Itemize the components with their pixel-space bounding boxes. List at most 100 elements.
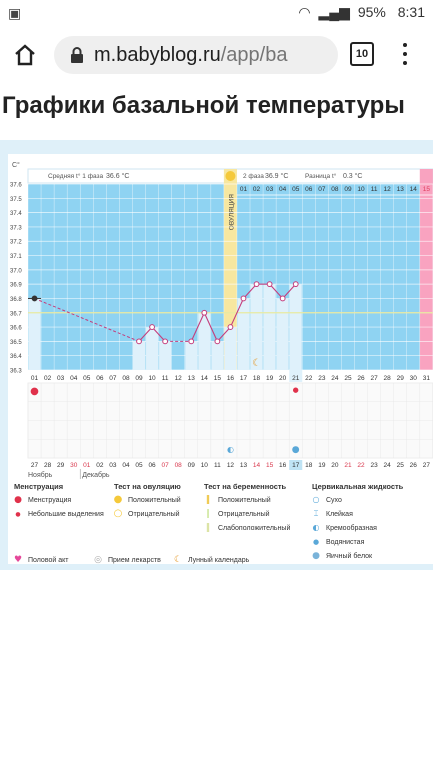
cycle-day-label: 19 <box>266 375 274 382</box>
home-button[interactable] <box>10 40 40 70</box>
cycle-day-label: 01 <box>31 375 39 382</box>
temperature-point <box>214 338 221 345</box>
moon-icon: ☾ <box>252 358 261 369</box>
temperature-point <box>240 295 247 302</box>
url-path: /app/ba <box>220 44 288 66</box>
top-day-label: 09 <box>344 186 352 193</box>
y-tick-label: 36.4 <box>10 354 22 360</box>
menses-drop-icon: ● <box>30 386 39 397</box>
temperature-line <box>269 283 284 299</box>
cycle-day-label: 03 <box>57 375 65 382</box>
temperature-point <box>227 324 234 330</box>
temperature-bar <box>211 341 224 370</box>
legend-icon: ● <box>313 538 319 546</box>
y-tick-label: 36.3 <box>10 369 22 375</box>
temperature-line <box>216 326 231 342</box>
top-day-label: 15 <box>423 186 431 193</box>
top-day-label: 13 <box>397 186 405 193</box>
legend-icon: ○ <box>313 495 320 504</box>
y-tick-label: 36.9 <box>10 283 22 289</box>
temperature-point <box>292 281 299 288</box>
bbt-chart: С° Средняя t° 1 фаза 36.6 °С ОВУЛЯЦИЯ 2 фаза… <box>10 161 433 565</box>
temperature-bar <box>132 341 146 370</box>
month-dec-label: Декабрь <box>82 471 110 479</box>
browser-toolbar: m.babyblog.ru/app/ba 10 <box>0 26 433 84</box>
legend-title: Тест на овуляцию <box>114 482 181 491</box>
date-label: 30 <box>70 462 78 469</box>
legend-icon: ○ <box>114 508 123 519</box>
y-tick-label: 36.7 <box>10 311 22 317</box>
temperature-point <box>266 281 273 288</box>
diff-label: Разница t° <box>305 172 337 180</box>
date-label: 10 <box>201 462 209 469</box>
temperature-point <box>253 281 260 288</box>
y-tick-label: 37.6 <box>10 183 22 189</box>
temperature-point <box>136 338 142 345</box>
date-label: 14 <box>253 462 261 469</box>
unit-label: С° <box>12 161 20 169</box>
cycle-day-label: 14 <box>201 375 209 382</box>
cycle-day-label: 02 <box>44 375 52 382</box>
legend-icon: ‖ <box>206 495 211 505</box>
lock-icon <box>71 47 83 63</box>
cycle-day-label: 06 <box>96 375 104 382</box>
date-label: 19 <box>318 462 326 469</box>
legend-icon: | <box>206 509 209 519</box>
cycle-day-label: 15 <box>214 375 222 382</box>
y-tick-label: 37.4 <box>10 211 22 217</box>
cycle-day-label: 04 <box>70 375 78 382</box>
status-icons: ◠ ▂▄▆ 95% 8:31 <box>294 4 425 21</box>
legend-item: Слабоположительный <box>218 524 290 532</box>
tabs-button[interactable]: 10 <box>350 42 374 66</box>
date-label: 18 <box>305 462 313 469</box>
top-day-label: 11 <box>371 186 378 193</box>
cycle-day-label: 22 <box>305 375 313 382</box>
creamy-fluid-icon: ◐ <box>227 445 234 454</box>
top-day-label: 08 <box>331 186 339 193</box>
y-tick-label: 36.5 <box>10 340 22 346</box>
temperature-bar <box>28 298 41 370</box>
status-bar: ▣ ◠ ▂▄▆ 95% 8:31 <box>0 0 433 26</box>
ovulation-label: ОВУЛЯЦИЯ <box>228 194 235 231</box>
date-label: 27 <box>423 462 431 469</box>
y-tick-label: 37.3 <box>10 225 22 231</box>
phase1-label: Средняя t° 1 фаза <box>48 172 104 180</box>
highlight-date-cell <box>289 460 303 470</box>
wifi-icon: ◠ <box>298 4 311 20</box>
address-bar[interactable]: m.babyblog.ru/app/ba <box>54 36 338 74</box>
date-label: 03 <box>109 462 117 469</box>
cycle-day-label: 23 <box>318 375 326 382</box>
clock: 8:31 <box>397 4 425 20</box>
top-day-label: 04 <box>279 186 287 193</box>
date-label: 15 <box>266 462 274 469</box>
cycle-day-label: 20 <box>279 375 287 382</box>
legend-icon: ● <box>15 511 20 518</box>
date-label: 04 <box>122 462 130 469</box>
date-label: 05 <box>135 462 143 469</box>
cycle-day-label: 31 <box>423 375 431 382</box>
temperature-line <box>151 326 166 342</box>
y-tick-label: 37.2 <box>10 240 22 246</box>
y-tick-label: 37.0 <box>10 268 22 274</box>
cycle-day-label: 26 <box>357 375 365 382</box>
top-day-label: 12 <box>384 186 392 193</box>
cycle-day-label: 18 <box>253 375 261 382</box>
legend-item: Яичный белок <box>326 552 373 560</box>
temperature-bar <box>276 298 289 370</box>
legend-icon: ◐ <box>313 523 320 532</box>
cycle-day-label: 07 <box>109 375 117 382</box>
cycle-day-label: 27 <box>370 375 378 382</box>
temperature-point <box>279 295 286 302</box>
cycle-day-label: 12 <box>175 375 183 382</box>
chart-panel: С° Средняя t° 1 фаза 36.6 °С ОВУЛЯЦИЯ 2 фаза… <box>0 140 433 570</box>
more-menu-icon[interactable] <box>398 40 412 70</box>
date-label: 24 <box>384 462 392 469</box>
temperature-line <box>190 312 205 342</box>
date-label: 12 <box>227 462 235 469</box>
top-day-label: 10 <box>357 186 365 193</box>
legend-extra-icon: ♥ <box>14 555 22 564</box>
legend-item: Положительный <box>128 496 181 504</box>
date-label: 08 <box>175 462 183 469</box>
legend-item: Небольшие выделения <box>28 510 104 518</box>
date-label: 29 <box>57 462 65 469</box>
